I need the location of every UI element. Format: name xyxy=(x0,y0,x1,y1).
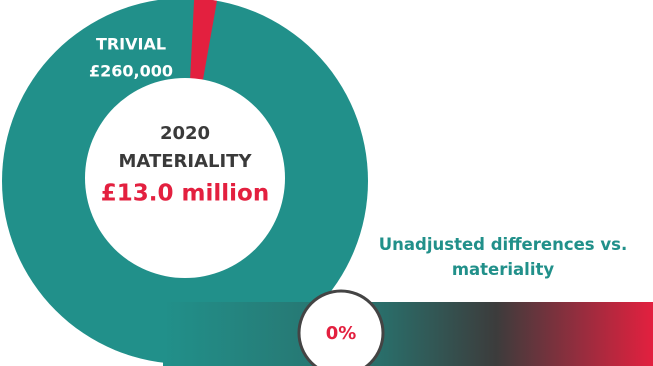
gauge-value: 0% xyxy=(326,323,357,344)
materiality-year: 2020 xyxy=(160,123,210,144)
gauge: 0% xyxy=(297,289,385,366)
trivial-value: £260,000 xyxy=(89,62,173,81)
trivial-segment xyxy=(189,0,217,83)
gauge-bar xyxy=(163,302,653,366)
materiality-value: £13.0 million xyxy=(101,181,269,207)
donut: TRIVIAL £260,000 2020 MATERIALITY £13.0 mill… xyxy=(2,0,368,364)
gauge-title: Unadjusted differences vs. materiality xyxy=(378,235,628,279)
trivial-label: TRIVIAL xyxy=(96,35,166,54)
materiality-label: MATERIALITY xyxy=(119,151,253,172)
donut-hole xyxy=(85,78,285,278)
gauge-marker xyxy=(297,289,385,366)
